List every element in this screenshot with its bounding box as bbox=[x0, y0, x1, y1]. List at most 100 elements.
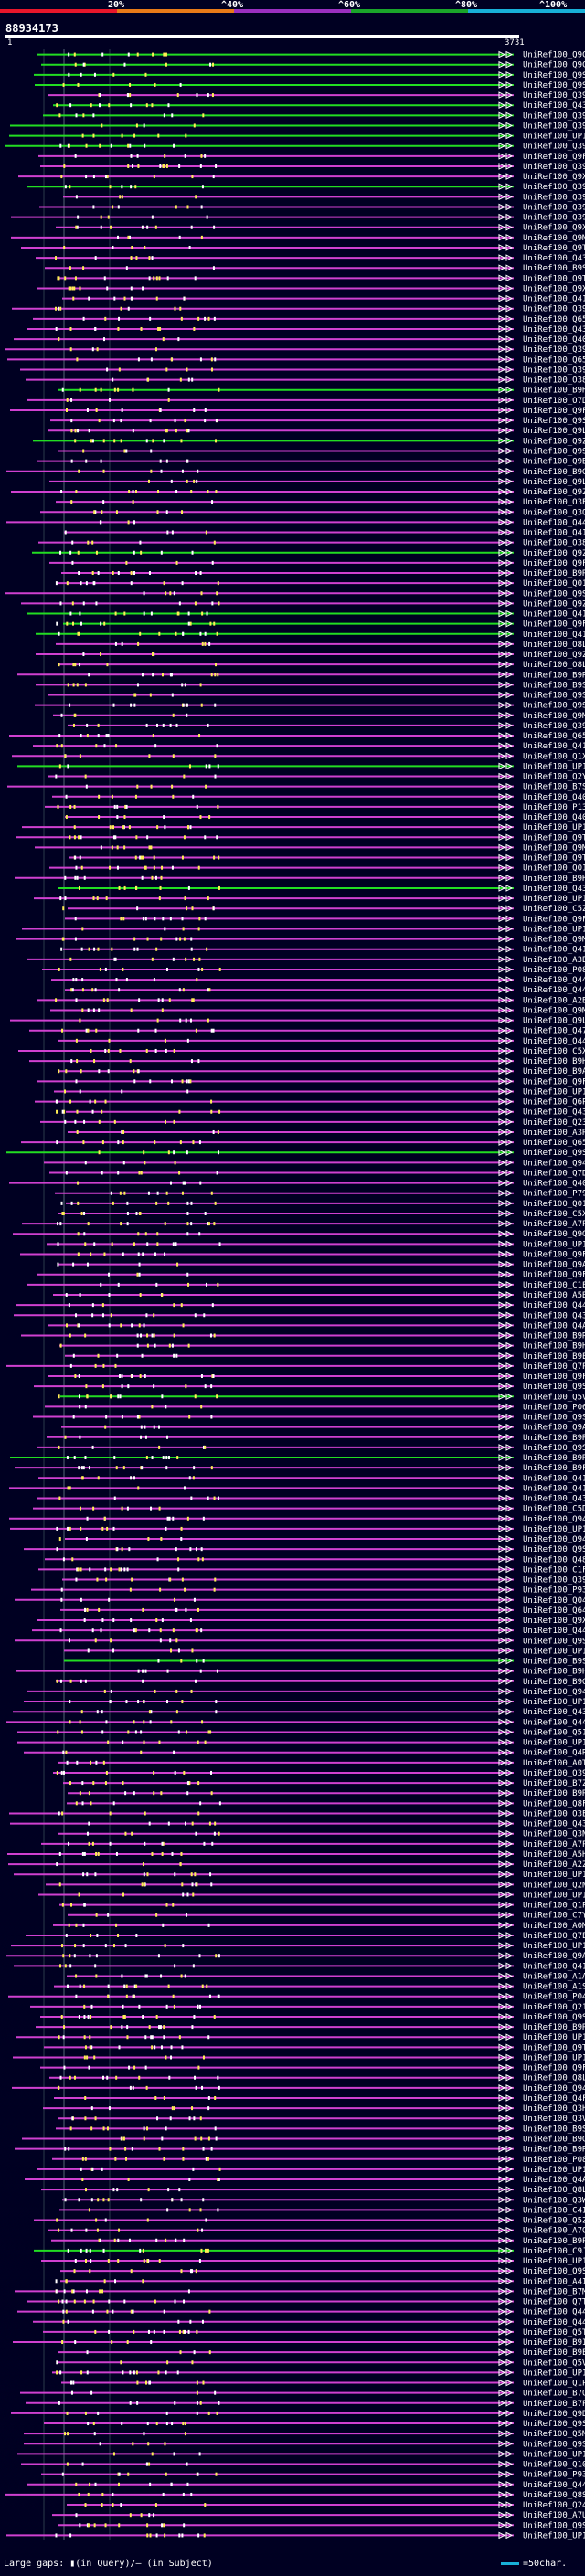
hit-row[interactable]: UniRef100_B9FL11 bbox=[15, 1464, 585, 1473]
hit-row[interactable]: UniRef100_Q41848 bbox=[36, 631, 585, 640]
hit-id-label[interactable]: UniRef100_Q41707 bbox=[523, 295, 585, 304]
hit-id-label[interactable]: UniRef100_Q39870 bbox=[523, 366, 585, 375]
hit-id-label[interactable]: UniRef100_Q9M4V2 bbox=[523, 1006, 585, 1015]
hit-id-label[interactable]: UniRef100_B9GHP4 bbox=[523, 1678, 585, 1687]
hit-id-label[interactable]: UniRef100_B9ILV5 bbox=[523, 2338, 585, 2348]
hit-id-label[interactable]: UniRef100_Q2YHP5 bbox=[523, 773, 585, 782]
hit-row[interactable]: UniRef100_B9RGU4 bbox=[36, 2023, 585, 2032]
hit-id-label[interactable]: UniRef100_C1FGW1 bbox=[523, 1565, 585, 1574]
hit-row[interactable]: UniRef100_P06599 bbox=[45, 1403, 585, 1412]
hit-row[interactable]: UniRef100_B9R699 bbox=[15, 2146, 585, 2155]
hit-row[interactable]: UniRef100_Q39614 bbox=[53, 1769, 585, 1778]
hit-row[interactable]: UniRef100_Q9F6Q6 bbox=[56, 620, 585, 630]
hit-id-label[interactable]: UniRef100_Q7PN18 bbox=[523, 1362, 585, 1372]
hit-row[interactable]: UniRef100_Q7TSY7 bbox=[27, 2298, 585, 2307]
hit-row[interactable]: UniRef100_Q44227 bbox=[32, 1627, 585, 1636]
hit-id-label[interactable]: UniRef100_A3RS52 bbox=[523, 1129, 585, 1138]
hit-id-label[interactable]: UniRef100_Q9FUP9 bbox=[523, 1250, 585, 1259]
hit-row[interactable]: UniRef100_Q94ES6 bbox=[58, 1535, 585, 1544]
hit-id-label[interactable]: UniRef100_Q43506 bbox=[523, 1708, 585, 1717]
hit-row[interactable]: UniRef100_Q10M77 bbox=[21, 2461, 585, 2470]
hit-row[interactable]: UniRef100_UP1000... bbox=[17, 762, 585, 771]
hit-id-label[interactable]: UniRef100_Q5ZBW2 bbox=[523, 2217, 585, 2226]
hit-row[interactable]: UniRef100_Q41905 bbox=[14, 1962, 585, 1971]
hit-id-label[interactable]: UniRef100_Q9T2T1 bbox=[523, 2043, 585, 2052]
hit-row[interactable]: UniRef100_UP1000... bbox=[52, 2369, 585, 2378]
hit-row[interactable]: UniRef100_A2Z7T5 bbox=[8, 1860, 585, 1870]
hit-row[interactable]: UniRef100_Q9FUR6 bbox=[65, 915, 585, 924]
hit-id-label[interactable]: UniRef100_Q43505 bbox=[523, 254, 585, 263]
hit-row[interactable]: UniRef100_Q94ES4 bbox=[9, 1515, 585, 1524]
hit-id-label[interactable]: UniRef100_Q8LI69 bbox=[523, 2186, 585, 2195]
hit-id-label[interactable]: UniRef100_UP1000... bbox=[523, 925, 585, 934]
hit-id-label[interactable]: UniRef100_Q9FSG0 bbox=[523, 153, 585, 162]
hit-row[interactable]: UniRef100_Q9SMA6 bbox=[40, 2013, 585, 2022]
hit-row[interactable]: UniRef100_A3RS52 bbox=[68, 1129, 585, 1138]
hit-id-label[interactable]: UniRef100_Q9X9E0 bbox=[523, 173, 585, 182]
hit-id-label[interactable]: UniRef100_Q9S316 bbox=[523, 692, 585, 701]
hit-row[interactable]: UniRef100_Q44402 bbox=[51, 976, 585, 985]
hit-id-label[interactable]: UniRef100_Q9F6Q6 bbox=[523, 620, 585, 630]
hit-row[interactable]: UniRef100_Q9FUA3 bbox=[37, 1077, 585, 1087]
hit-row[interactable]: UniRef100_UP1000... bbox=[11, 1942, 585, 1951]
hit-row[interactable]: UniRef100_UP1000... bbox=[47, 1240, 585, 1249]
hit-row[interactable]: UniRef100_C5XPH8 bbox=[18, 1047, 585, 1056]
hit-row[interactable]: UniRef100_O38913 bbox=[26, 376, 585, 386]
hit-id-label[interactable]: UniRef100_P08012 bbox=[523, 966, 585, 975]
hit-id-label[interactable]: UniRef100_Q51565 bbox=[523, 1728, 585, 1737]
hit-id-label[interactable]: UniRef100_B7QRK2 bbox=[523, 2390, 585, 2399]
hit-row[interactable]: UniRef100_Q9S7B8 bbox=[5, 589, 585, 599]
hit-row[interactable]: UniRef100_Q43151 bbox=[37, 1495, 585, 1504]
hit-row[interactable]: UniRef100_Q43506 bbox=[13, 1708, 585, 1717]
hit-row[interactable]: UniRef100_Q3HTK5 bbox=[43, 2104, 585, 2114]
hit-id-label[interactable]: UniRef100_A7PNZ9 bbox=[523, 1220, 585, 1229]
hit-row[interactable]: UniRef100_P79983 bbox=[55, 1190, 585, 1199]
hit-id-label[interactable]: UniRef100_Q44227 bbox=[523, 1627, 585, 1636]
hit-id-label[interactable]: UniRef100_Q39614 bbox=[523, 1769, 585, 1778]
hit-id-label[interactable]: UniRef100_Q44502 bbox=[523, 1037, 585, 1046]
hit-row[interactable]: UniRef100_B9R185 bbox=[21, 1332, 585, 1341]
hit-row[interactable]: UniRef100_UP1000... bbox=[17, 1739, 585, 1748]
hit-id-label[interactable]: UniRef100_UP1000... bbox=[523, 1871, 585, 1880]
hit-row[interactable]: UniRef100_P93237 bbox=[31, 1586, 585, 1595]
hit-row[interactable]: UniRef100_Q21262 bbox=[30, 2003, 585, 2012]
hit-id-label[interactable]: UniRef100_A2Z7T5 bbox=[523, 1860, 585, 1870]
hit-row[interactable]: UniRef100_Q3NTK6 bbox=[58, 1830, 585, 1839]
hit-row[interactable]: UniRef100_A2BE63 bbox=[37, 996, 585, 1005]
hit-row[interactable]: UniRef100_Q8LI69 bbox=[41, 2186, 585, 2195]
hit-row[interactable]: UniRef100_Q9STN1 bbox=[35, 81, 585, 90]
hit-row[interactable]: UniRef100_Q9A829 bbox=[6, 1952, 585, 1961]
hit-id-label[interactable]: UniRef100_Q41786 bbox=[523, 1474, 585, 1483]
hit-id-label[interactable]: UniRef100_O3EE30 bbox=[523, 1809, 585, 1818]
hit-id-label[interactable]: UniRef100_Q40375 bbox=[523, 813, 585, 822]
hit-row[interactable]: UniRef100_UP1000... bbox=[41, 2257, 585, 2266]
hit-row[interactable]: UniRef100_UP1000... bbox=[16, 2033, 585, 2042]
hit-row[interactable]: UniRef100_Q9X9E0 bbox=[18, 173, 585, 182]
hit-id-label[interactable]: UniRef100_B9RGU4 bbox=[523, 2023, 585, 2032]
hit-id-label[interactable]: UniRef100_O8LA15 bbox=[523, 641, 585, 650]
hit-row[interactable]: UniRef100_Q51565 bbox=[17, 1728, 585, 1737]
hit-row[interactable]: UniRef100_B9GHP4 bbox=[56, 1678, 585, 1687]
hit-id-label[interactable]: UniRef100_Q3Q4C4 bbox=[523, 508, 585, 517]
hit-row[interactable]: UniRef100_Q9M4V2 bbox=[50, 1006, 585, 1015]
hit-row[interactable]: UniRef100_Q9FTN9 bbox=[40, 2064, 585, 2073]
hit-row[interactable]: UniRef100_Q6PZE9 bbox=[35, 1098, 585, 1108]
hit-row[interactable]: UniRef100_Q41707 bbox=[62, 295, 585, 304]
hit-id-label[interactable]: UniRef100_Q7E2Z6 bbox=[523, 1932, 585, 1941]
hit-row[interactable]: UniRef100_Q9AES8 bbox=[61, 1424, 585, 1433]
hit-row[interactable]: UniRef100_A0M6W1 bbox=[53, 1922, 585, 1931]
hit-row[interactable]: UniRef100_Q9MA01 bbox=[16, 936, 585, 945]
hit-id-label[interactable]: UniRef100_C9JAY2 bbox=[523, 2247, 585, 2256]
hit-row[interactable]: UniRef100_B9GUB0 bbox=[6, 468, 585, 477]
hit-row[interactable]: UniRef100_Q44446 bbox=[6, 518, 585, 527]
hit-row[interactable]: UniRef100_Q9T2T1 bbox=[44, 2043, 585, 2052]
hit-row[interactable]: UniRef100_UP1000... bbox=[17, 2450, 585, 2459]
hit-row[interactable]: UniRef100_Q40415 bbox=[14, 335, 585, 345]
hit-id-label[interactable]: UniRef100_UP1000... bbox=[523, 1698, 585, 1707]
hit-row[interactable]: UniRef100_Q9S1B6 bbox=[37, 1444, 585, 1453]
hit-id-label[interactable]: UniRef100_Q8S8M1 bbox=[523, 2491, 585, 2500]
hit-id-label[interactable]: UniRef100_B9SSV0 bbox=[523, 1658, 585, 1667]
hit-row[interactable]: UniRef100_Q9SK35 bbox=[58, 447, 585, 456]
hit-id-label[interactable]: UniRef100_B9AHQ3 bbox=[523, 1067, 585, 1076]
hit-id-label[interactable]: UniRef100_Q44876 bbox=[523, 1301, 585, 1310]
